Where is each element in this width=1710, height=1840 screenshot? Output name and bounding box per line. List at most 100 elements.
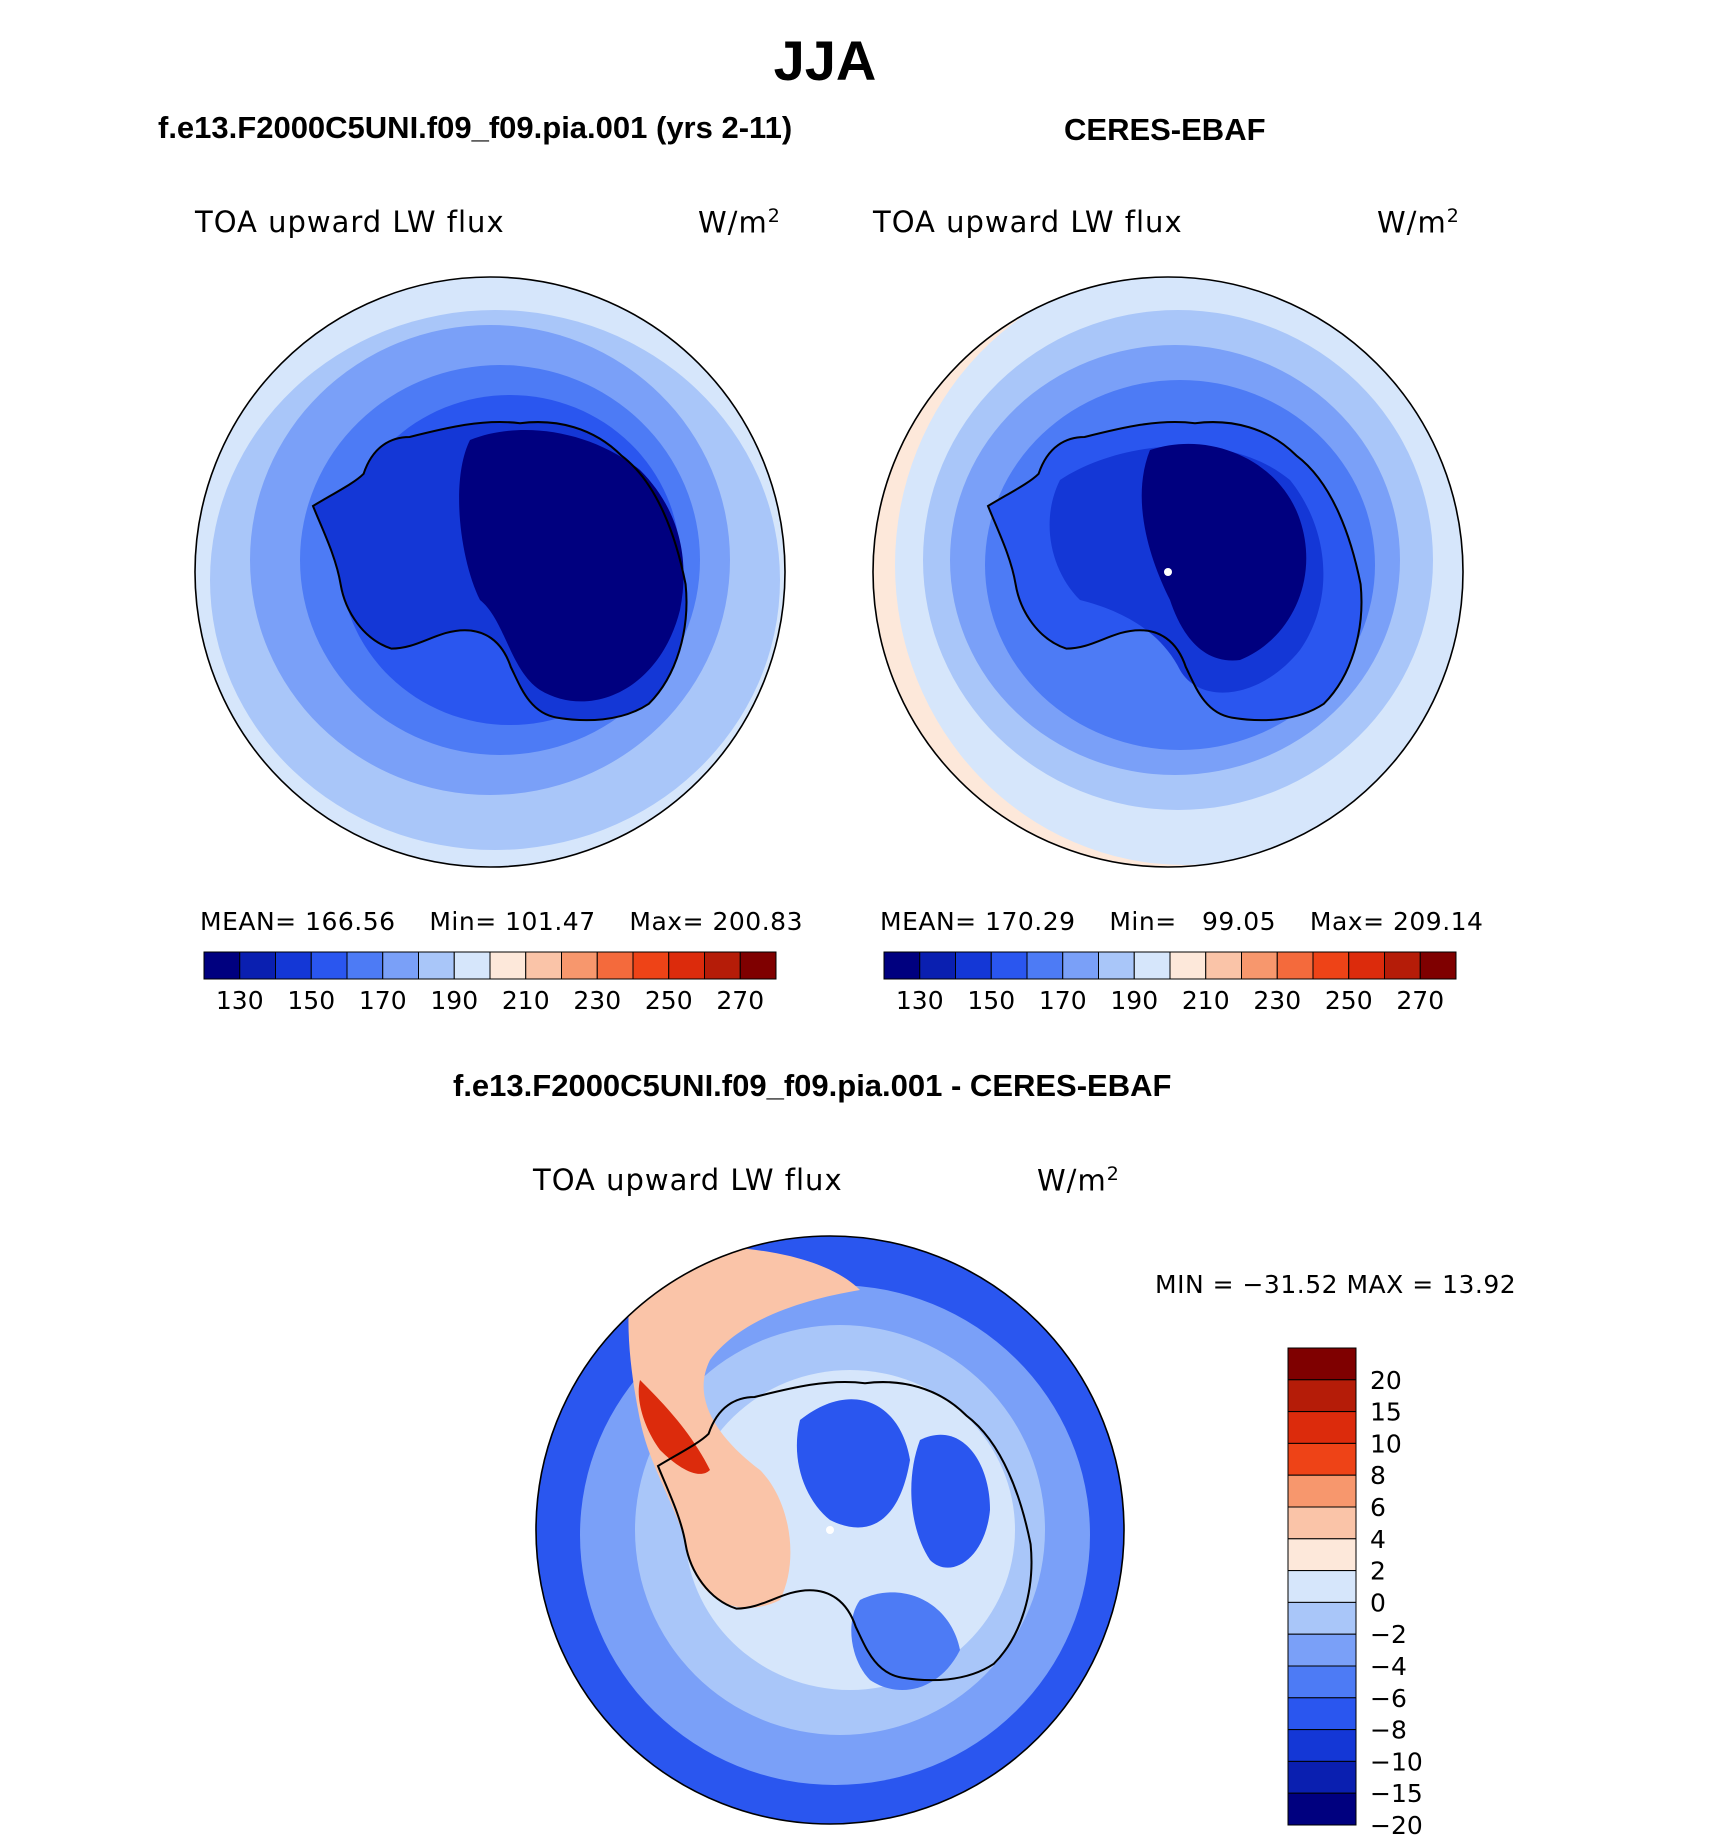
model-colorbar-swatch-0 — [203, 951, 241, 980]
diff-colorbar-swatch-13 — [1287, 1760, 1357, 1794]
diff-colorbar-tick-label: 4 — [1370, 1525, 1386, 1554]
diff-colorbar-swatch-11 — [1287, 1697, 1357, 1731]
obs-colorbar-tick-label: 150 — [967, 986, 1015, 1015]
diff-colorbar-tick-label: 10 — [1370, 1429, 1402, 1458]
diff-colorbar-tick-label: −4 — [1370, 1652, 1407, 1681]
model-colorbar-swatch-7 — [453, 951, 491, 980]
model-contour-fill-130 — [459, 430, 684, 702]
obs-colorbar-swatch-14 — [1384, 951, 1421, 980]
obs-colorbar-tick-label: 250 — [1325, 986, 1373, 1015]
diff-contour-fill-neg8-interior-b — [911, 1434, 990, 1568]
model-colorbar-swatch-10 — [561, 951, 598, 980]
diff-colorbar-swatch-3 — [1287, 1442, 1357, 1476]
obs-colorbar-swatch-11 — [1276, 951, 1314, 980]
diff-colorbar-tick-label: 20 — [1370, 1366, 1402, 1395]
diff-contour-fill-4 — [628, 1246, 860, 1608]
diff-colorbar-tick-label: −6 — [1370, 1684, 1407, 1713]
diff-colorbar-tick-label: 2 — [1370, 1557, 1386, 1586]
diff-colorbar-tick-label: −8 — [1370, 1716, 1407, 1745]
diff-colorbar-swatch-5 — [1287, 1506, 1357, 1540]
obs-colorbar-swatch-3 — [990, 951, 1028, 980]
diff-colorbar-swatch-10 — [1287, 1665, 1357, 1699]
diff-colorbar-swatch-9 — [1287, 1633, 1357, 1667]
obs-colorbar-tick-label: 270 — [1396, 986, 1444, 1015]
model-colorbar-tick-label: 170 — [359, 986, 407, 1015]
model-colorbar-swatch-12 — [632, 951, 670, 980]
diff-map-boundary — [535, 1235, 1125, 1825]
diff-colorbar-tick-label: 0 — [1370, 1588, 1386, 1617]
diff-colorbar-tick-label: 8 — [1370, 1461, 1386, 1490]
diff-colorbar-tick-label: −20 — [1370, 1811, 1423, 1840]
diff-variable-label: TOA upward LW flux — [533, 1163, 843, 1197]
diff-colorbar-swatch-7 — [1287, 1570, 1357, 1603]
model-variable-label: TOA upward LW flux — [195, 205, 505, 239]
model-colorbar: 130 150 170 190 210 230 250 270 — [203, 951, 777, 1015]
diff-colorbar-tick-label: 15 — [1370, 1398, 1402, 1427]
obs-colorbar-swatch-1 — [919, 951, 956, 980]
obs-variable-label: TOA upward LW flux — [873, 205, 1183, 239]
obs-colorbar-tick-label: 130 — [896, 986, 944, 1015]
obs-colorbar-swatch-0 — [883, 951, 921, 980]
diff-colorbar-tick-label: −2 — [1370, 1620, 1407, 1649]
diff-colorbar-swatch-4 — [1287, 1474, 1357, 1508]
obs-stats: MEAN= 170.29 Min= 99.05 Max= 209.14 — [880, 907, 1484, 936]
model-colorbar-swatch-13 — [668, 951, 705, 980]
obs-colorbar-swatch-13 — [1348, 951, 1385, 980]
model-colorbar-swatch-4 — [346, 951, 384, 980]
diff-minmax: MIN = −31.52 MAX = 13.92 — [1155, 1270, 1517, 1299]
model-colorbar-swatch-15 — [739, 951, 777, 980]
obs-colorbar-swatch-7 — [1133, 951, 1171, 980]
model-colorbar-tick-label: 130 — [216, 986, 264, 1015]
diff-colorbar-tick-label: −10 — [1370, 1747, 1423, 1776]
model-colorbar-swatch-2 — [275, 951, 312, 980]
model-stats: MEAN= 166.56 Min= 101.47 Max= 200.83 — [200, 907, 803, 936]
diff-colorbar-swatch-1 — [1287, 1379, 1357, 1413]
model-colorbar-tick-label: 190 — [430, 986, 478, 1015]
model-colorbar-swatch-3 — [310, 951, 348, 980]
model-colorbar-tick-label: 150 — [287, 986, 335, 1015]
diff-colorbar-swatch-8 — [1287, 1601, 1357, 1635]
model-colorbar-tick-label: 210 — [502, 986, 550, 1015]
diff-colorbar-swatch-12 — [1287, 1729, 1357, 1762]
obs-map-boundary — [872, 276, 1464, 868]
diff-contour-fill-neg8-interior-a — [796, 1399, 910, 1528]
obs-colorbar-swatch-2 — [955, 951, 992, 980]
obs-colorbar-swatch-9 — [1205, 951, 1242, 980]
obs-map — [872, 276, 1464, 868]
diff-map — [535, 1235, 1125, 1825]
diff-colorbar-swatch-6 — [1287, 1538, 1357, 1572]
obs-pole-marker — [1164, 568, 1172, 576]
diff-units-label: W/m2 — [1037, 1163, 1120, 1198]
model-colorbar-swatch-1 — [239, 951, 276, 980]
model-units-label: W/m2 — [698, 205, 781, 240]
figure-title: JJA — [773, 29, 877, 92]
diff-colorbar-tick-label: 6 — [1370, 1493, 1386, 1522]
model-colorbar-swatch-11 — [596, 951, 634, 980]
obs-panel-title: CERES-EBAF — [1064, 112, 1266, 147]
model-colorbar-tick-label: 230 — [573, 986, 621, 1015]
diff-colorbar-swatch-2 — [1287, 1411, 1357, 1444]
obs-colorbar-swatch-12 — [1312, 951, 1350, 980]
diff-contour-fill-10 — [638, 1380, 710, 1474]
model-colorbar-swatch-5 — [382, 951, 419, 980]
obs-colorbar-swatch-6 — [1098, 951, 1135, 980]
model-colorbar-swatch-6 — [418, 951, 455, 980]
model-map-boundary — [194, 276, 786, 868]
model-colorbar-swatch-9 — [525, 951, 562, 980]
obs-units-label: W/m2 — [1377, 205, 1460, 240]
obs-colorbar-tick-label: 170 — [1039, 986, 1087, 1015]
obs-colorbar-tick-label: 230 — [1253, 986, 1301, 1015]
model-map — [194, 276, 786, 868]
diff-colorbar-swatch-0 — [1287, 1347, 1357, 1381]
obs-colorbar-swatch-8 — [1169, 951, 1207, 980]
model-panel-title: f.e13.F2000C5UNI.f09_f09.pia.001 (yrs 2-… — [158, 110, 793, 145]
model-colorbar-swatch-8 — [489, 951, 527, 980]
obs-contour-fill-130 — [1141, 443, 1307, 661]
model-colorbar-swatch-14 — [704, 951, 741, 980]
obs-colorbar-tick-label: 190 — [1110, 986, 1158, 1015]
diff-pole-marker — [826, 1526, 834, 1534]
model-colorbar-tick-label: 250 — [645, 986, 693, 1015]
obs-colorbar: 130 150 170 190 210 230 250 270 — [883, 951, 1457, 1015]
